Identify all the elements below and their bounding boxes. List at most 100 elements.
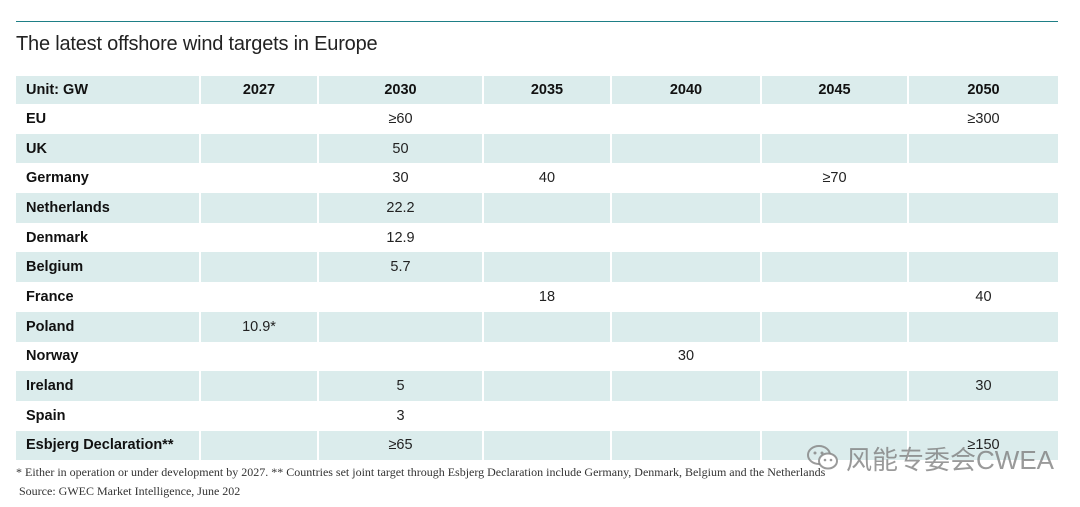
target-cell-2030: ≥65 [317, 430, 483, 461]
table-row: Netherlands 22.2 [16, 193, 1058, 223]
header-2040: 2040 [610, 76, 761, 104]
table-row: EU ≥60 ≥300 [16, 104, 1058, 134]
target-cell-2050 [907, 311, 1058, 342]
target-cell-2035: 40 [482, 163, 611, 194]
source-note: Source: GWEC Market Intelligence, June 2… [19, 484, 241, 498]
target-cell-2050 [907, 163, 1058, 194]
target-cell-2035 [482, 341, 611, 372]
target-cell-2030: 50 [317, 133, 483, 164]
target-cell-2045 [760, 133, 908, 164]
target-cell-2030: 5 [317, 371, 483, 401]
target-cell-2027: 10.9* [199, 311, 318, 342]
target-cell-2045 [760, 282, 908, 312]
target-cell-2050: 40 [907, 282, 1058, 312]
target-cell-2027 [199, 193, 318, 223]
country-cell: Netherlands [16, 193, 200, 223]
target-cell-2050 [907, 400, 1058, 431]
target-cell-2030 [317, 341, 483, 372]
header-unit: Unit: GW [16, 76, 200, 104]
target-cell-2045: ≥70 [760, 163, 908, 194]
targets-table: Unit: GW 2027 2030 2035 2040 2045 2050 E… [16, 76, 1058, 461]
target-cell-2035 [482, 430, 611, 461]
target-cell-2040 [610, 282, 761, 312]
target-cell-2045 [760, 341, 908, 372]
country-cell: Esbjerg Declaration** [16, 430, 200, 461]
table-row: Poland 10.9* [16, 311, 1058, 342]
target-cell-2030 [317, 282, 483, 312]
table-row: France 18 40 [16, 282, 1058, 312]
table-body: EU ≥60 ≥300 UK 50 Germany 30 40 ≥70 Netherlands 22… [16, 104, 1058, 461]
target-cell-2045 [760, 311, 908, 342]
target-cell-2030 [317, 311, 483, 342]
target-cell-2027 [199, 430, 318, 461]
target-cell-2035 [482, 311, 611, 342]
target-cell-2045 [760, 193, 908, 223]
target-cell-2027 [199, 282, 318, 312]
target-cell-2040 [610, 222, 761, 253]
target-cell-2030: 22.2 [317, 193, 483, 223]
target-cell-2040 [610, 163, 761, 194]
target-cell-2040 [610, 133, 761, 164]
target-cell-2050 [907, 193, 1058, 223]
target-cell-2050: ≥300 [907, 104, 1058, 134]
header-2050: 2050 [907, 76, 1058, 104]
header-2045: 2045 [760, 76, 908, 104]
target-cell-2040 [610, 400, 761, 431]
target-cell-2050 [907, 252, 1058, 283]
target-cell-2027 [199, 400, 318, 431]
table-row: Spain 3 [16, 400, 1058, 431]
target-cell-2027 [199, 104, 318, 134]
country-cell: Denmark [16, 222, 200, 253]
header-2035: 2035 [482, 76, 611, 104]
country-cell: France [16, 282, 200, 312]
target-cell-2030: 5.7 [317, 252, 483, 283]
target-cell-2027 [199, 222, 318, 253]
target-cell-2045 [760, 400, 908, 431]
page-title: The latest offshore wind targets in Euro… [16, 33, 378, 55]
target-cell-2027 [199, 252, 318, 283]
wechat-icon [807, 445, 838, 470]
target-cell-2040 [610, 252, 761, 283]
target-cell-2045 [760, 252, 908, 283]
target-cell-2035 [482, 222, 611, 253]
watermark: 风能专委会CWEA [806, 440, 1054, 476]
footnote: * Either in operation or under developme… [16, 465, 826, 479]
target-cell-2050: 30 [907, 371, 1058, 401]
target-cell-2035 [482, 133, 611, 164]
target-cell-2035 [482, 371, 611, 401]
header-2030: 2030 [317, 76, 483, 104]
target-cell-2040 [610, 193, 761, 223]
table-row: Belgium 5.7 [16, 252, 1058, 283]
country-cell: Germany [16, 163, 200, 194]
target-cell-2035 [482, 193, 611, 223]
watermark-text: 风能专委会CWEA [846, 444, 1055, 475]
target-cell-2045 [760, 104, 908, 134]
target-cell-2027 [199, 133, 318, 164]
target-cell-2030: 3 [317, 400, 483, 431]
target-cell-2040 [610, 104, 761, 134]
target-cell-2035 [482, 252, 611, 283]
target-cell-2035: 18 [482, 282, 611, 312]
target-cell-2030: 30 [317, 163, 483, 194]
target-cell-2045 [760, 222, 908, 253]
table-row: Esbjerg Declaration** ≥65 ≥150 [16, 430, 1058, 461]
target-cell-2035 [482, 104, 611, 134]
target-cell-2050: ≥150 [907, 430, 1058, 461]
country-cell: Norway [16, 341, 200, 372]
target-cell-2040: 30 [610, 341, 761, 372]
target-cell-2040 [610, 311, 761, 342]
target-cell-2030: 12.9 [317, 222, 483, 253]
table-row: Norway 30 [16, 341, 1058, 372]
target-cell-2027 [199, 371, 318, 401]
country-cell: Ireland [16, 371, 200, 401]
country-cell: Poland [16, 311, 200, 342]
target-cell-2050 [907, 341, 1058, 372]
target-cell-2027 [199, 341, 318, 372]
country-cell: EU [16, 104, 200, 134]
target-cell-2027 [199, 163, 318, 194]
target-cell-2050 [907, 133, 1058, 164]
target-cell-2040 [610, 371, 761, 401]
country-cell: Belgium [16, 252, 200, 283]
target-cell-2050 [907, 222, 1058, 253]
target-cell-2035 [482, 400, 611, 431]
